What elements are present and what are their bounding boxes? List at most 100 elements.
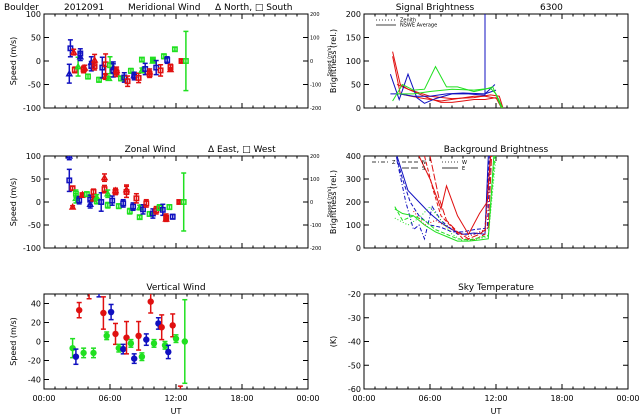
marker-dot: [138, 353, 146, 360]
data-point: [155, 317, 162, 330]
marker-triangle: [122, 185, 131, 193]
data-point: [104, 189, 112, 199]
marker-triangle: [76, 52, 85, 60]
data-point: [135, 72, 142, 84]
data-point: [101, 184, 108, 194]
data-point: [90, 188, 97, 196]
marker-square: [85, 73, 91, 80]
marker-triangle: [86, 200, 94, 208]
y-tick-label: -20: [28, 357, 41, 366]
marker-triangle: [93, 193, 101, 201]
meridional-plot-frame: [43, 13, 309, 109]
legend-label: Zenith: [400, 18, 416, 24]
marker-dot: [103, 332, 110, 339]
right-y-tick-label: 200: [310, 12, 320, 18]
marker-triangle: [112, 66, 121, 74]
marker-triangle: [111, 186, 120, 194]
marker-square: [133, 195, 140, 202]
data-point: [126, 207, 133, 215]
data-point: [68, 203, 77, 210]
legend-label: Z: [392, 160, 396, 166]
y-tick-label: 100: [26, 10, 41, 19]
y-tick-label: 50: [31, 175, 41, 184]
marker-dot: [158, 324, 165, 331]
data-point: [138, 352, 146, 362]
marker-square: [69, 185, 76, 192]
marker-triangle: [100, 173, 109, 181]
data-point: [66, 168, 73, 193]
series-line-blue: [396, 156, 491, 241]
data-point: [130, 202, 137, 212]
data-point: [69, 185, 76, 192]
marker-triangle: [145, 67, 154, 75]
x-tick-label: 18:00: [550, 394, 573, 403]
wavelength-label: 6300: [540, 3, 563, 13]
series-line-red: [429, 156, 493, 240]
y-axis-label: Speed (m/s): [9, 317, 18, 366]
marker-triangle: [80, 64, 89, 71]
data-point: [72, 348, 80, 366]
series-line-red: [392, 56, 504, 108]
y-tick-label: -50: [28, 81, 41, 90]
y-tick-label: 300: [346, 175, 361, 184]
x-tick-label: 00:00: [296, 394, 319, 403]
marker-triangle: [162, 214, 170, 222]
marker-square: [143, 200, 150, 207]
marker-dot: [90, 349, 97, 357]
marker-square: [126, 208, 133, 215]
marker-square: [71, 66, 78, 73]
marker-dot: [147, 298, 154, 305]
data-point: [76, 301, 83, 319]
skytemp-plot-frame: [363, 293, 629, 390]
marker-dot: [69, 344, 76, 352]
legend-label: W: [462, 160, 467, 166]
marker-square: [98, 199, 105, 205]
marker-dot: [143, 336, 150, 343]
y-axis-label: Brightness (rel.): [329, 29, 338, 93]
y-tick-label: 0: [36, 57, 41, 66]
marker-dot: [112, 330, 119, 338]
data-point: [165, 344, 172, 360]
data-point: [107, 303, 115, 321]
marker-dot: [100, 309, 107, 317]
marker-square: [66, 177, 73, 184]
marker-square: [135, 74, 142, 81]
y-tick-label: -50: [28, 221, 41, 230]
data-point: [169, 313, 176, 338]
data-point: [166, 65, 175, 73]
y-tick-label: 0: [36, 198, 41, 207]
data-point: [96, 294, 102, 298]
y-tick-label: 0: [36, 338, 41, 347]
x-tick-label: 06:00: [98, 394, 121, 403]
legend-label: S: [422, 166, 425, 172]
marker-dot: [120, 345, 127, 353]
marker-dot: [135, 332, 142, 339]
marker-square: [96, 76, 102, 83]
meridional-legend: Δ North, □ South: [215, 3, 292, 13]
data-point: [157, 64, 164, 77]
data-point: [136, 214, 143, 221]
marker-square: [180, 199, 187, 205]
zonal-title: Zonal Wind: [125, 145, 176, 155]
x-tick-label: 06:00: [418, 394, 441, 403]
x-axis-label-left: UT: [171, 407, 182, 416]
series-line-blue: [389, 14, 496, 104]
marker-dot: [72, 353, 80, 360]
marker-dot: [80, 349, 87, 357]
marker-square: [164, 57, 171, 64]
data-point: [172, 334, 180, 344]
marker-triangle: [65, 69, 74, 77]
marker-triangle: [78, 190, 87, 198]
y-tick-label: -60: [348, 385, 361, 394]
marker-dot: [181, 338, 188, 345]
y-tick-label: -100: [23, 244, 41, 253]
data-point: [80, 347, 87, 359]
data-point: [86, 294, 92, 300]
marker-square: [130, 203, 137, 210]
x-tick-label: 00:00: [352, 394, 375, 403]
data-point: [100, 173, 109, 183]
data-point: [162, 214, 170, 223]
data-point: [96, 76, 102, 83]
marker-triangle: [105, 74, 113, 82]
marker-triangle: [68, 203, 77, 210]
